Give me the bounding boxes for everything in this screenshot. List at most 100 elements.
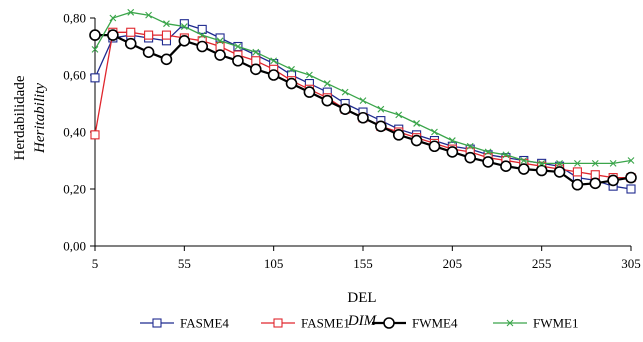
legend-label: FASME4 [180, 316, 229, 331]
y-tick-label: 0,20 [63, 182, 86, 197]
data-point-fwme1 [91, 45, 99, 53]
data-point-fwme1 [609, 159, 617, 167]
data-point-fwme1 [216, 37, 224, 45]
x-axis-subtitle: DIM [347, 313, 378, 329]
data-point-fwme1 [377, 105, 385, 113]
data-point-fwme1 [341, 88, 349, 96]
marker-stroke [484, 148, 492, 156]
data-point-fwme1 [556, 159, 563, 167]
data-point-fwme4 [321, 94, 334, 107]
marker-stroke [252, 48, 260, 56]
data-point-fwme1 [359, 97, 367, 105]
data-point-fwme4 [464, 151, 477, 164]
legend-label: FWME1 [533, 316, 579, 331]
data-point-fwme4 [160, 53, 173, 66]
data-point-fwme4 [89, 29, 101, 41]
data-point-fwme4 [285, 77, 298, 90]
legend-item-fwme4: FWME4 [372, 316, 458, 331]
data-point-fwme1 [431, 128, 438, 136]
marker-stroke [395, 111, 403, 119]
data-point-fwme4 [589, 177, 602, 190]
legend-item-fasme1: FASME1 [261, 316, 350, 331]
legend-marker [506, 319, 514, 327]
marker-stroke [91, 45, 99, 53]
data-point-fwme4 [375, 120, 387, 133]
x-tick-label: 205 [443, 256, 463, 271]
legend: FASME4 FASME1 FWME4 FWME1 [140, 316, 579, 331]
data-point-fwme4 [553, 166, 566, 178]
marker-stroke [627, 157, 635, 164]
marker-stroke [520, 157, 528, 164]
data-point-fwme4 [107, 29, 119, 41]
marker-stroke [145, 11, 152, 19]
data-point-fwme1 [502, 151, 510, 159]
data-point-fasme1 [144, 30, 154, 40]
data-point-fwme4 [625, 171, 637, 184]
data-point-fwme4 [410, 134, 423, 147]
marker-stroke [234, 43, 242, 50]
data-point-fwme4 [267, 69, 280, 81]
data-point-fwme1 [448, 137, 456, 144]
data-point-fwme1 [484, 148, 492, 156]
marker-stroke [216, 37, 224, 45]
y-axis-title: Herdabilidade [12, 75, 28, 160]
y-tick-label: 0,40 [63, 125, 86, 140]
data-point-fwme4 [446, 146, 459, 158]
legend-item-fasme4: FASME4 [140, 316, 229, 331]
marker-stroke [413, 120, 420, 127]
data-point-fwme4 [124, 37, 137, 50]
data-point-fwme4 [428, 140, 441, 153]
data-point-fwme4 [339, 103, 351, 115]
data-point-fwme1 [413, 120, 420, 127]
x-tick-label: 155 [353, 256, 373, 271]
data-point-fwme4 [535, 164, 548, 177]
legend-marker [152, 318, 162, 328]
data-point-fwme1 [198, 31, 206, 39]
marker-stroke [448, 137, 456, 144]
data-point-fwme1 [234, 43, 242, 50]
data-point-fwme4 [482, 156, 494, 168]
data-point-fasme1 [161, 30, 172, 40]
data-point-fwme1 [145, 11, 152, 19]
data-point-fwme4 [214, 49, 226, 61]
legend-marker [273, 318, 283, 328]
data-point-fwme4 [500, 160, 512, 172]
x-tick-label: 305 [621, 256, 641, 271]
legend-marker [383, 317, 395, 329]
data-point-fwme4 [357, 111, 369, 124]
series-fwme4 [89, 29, 637, 191]
data-point-fwme1 [520, 157, 528, 164]
x-tick-label: 5 [92, 256, 99, 271]
series-layer [89, 8, 637, 194]
y-tick-label: 0,00 [63, 239, 86, 254]
data-point-fwme4 [178, 34, 191, 47]
axes: 0,000,200,400,600,805 55 105 155 205 255 305 [63, 11, 641, 272]
marker-stroke [556, 159, 563, 167]
data-point-fwme1 [466, 142, 474, 150]
data-point-fwme4 [196, 40, 208, 53]
data-point-fwme1 [252, 48, 260, 56]
data-point-fwme4 [142, 46, 155, 59]
data-point-fasme1 [126, 27, 136, 37]
data-point-fasme4 [626, 184, 636, 194]
marker-stroke [359, 97, 367, 105]
marker-stroke [574, 159, 581, 167]
data-point-fwme1 [574, 159, 581, 167]
data-point-fwme1 [591, 159, 599, 167]
marker-stroke [127, 8, 135, 16]
marker-stroke [180, 23, 188, 30]
data-point-fwme4 [571, 178, 584, 191]
data-point-fasme4 [179, 19, 189, 29]
marker-stroke [270, 57, 278, 65]
x-tick-label: 55 [178, 256, 191, 271]
series-fasme4 [90, 19, 636, 194]
data-point-fwme4 [303, 86, 316, 98]
series-fwme1 [91, 8, 635, 167]
legend-label: FASME1 [301, 316, 350, 331]
y-tick-label: 0,60 [63, 68, 86, 83]
data-point-fasme4 [90, 73, 100, 83]
series-fasme1 [90, 27, 636, 183]
data-point-fasme1 [90, 130, 100, 140]
